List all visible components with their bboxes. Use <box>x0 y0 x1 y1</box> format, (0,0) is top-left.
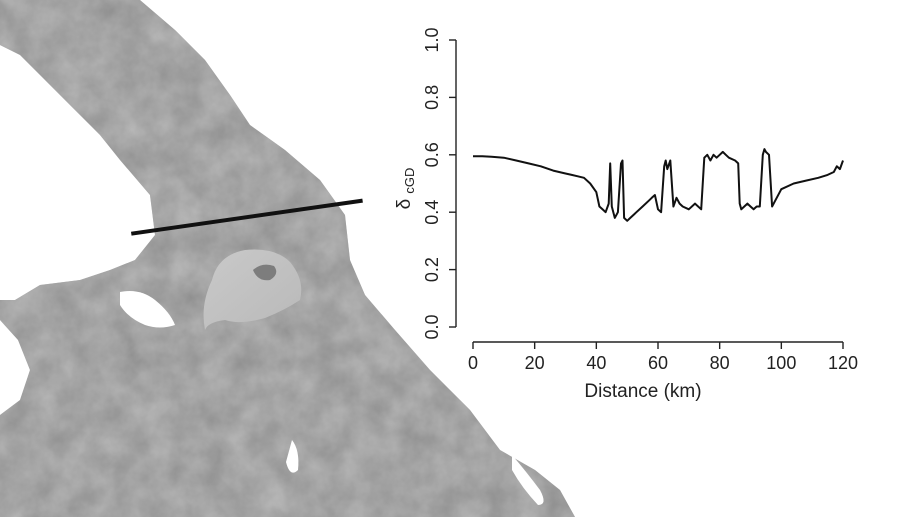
bay-west <box>120 291 175 328</box>
x-tick-label: 60 <box>648 353 668 373</box>
x-tick-label: 20 <box>525 353 545 373</box>
y-tick-label: 0.6 <box>422 142 442 167</box>
y-axis-title-main: δ <box>394 199 415 210</box>
profile-chart: 0.0 0.2 0.4 0.6 0.8 1.0 0 20 40 60 80 100 120 Dista… <box>394 27 858 402</box>
y-tick-label: 0.8 <box>422 85 442 110</box>
x-ticks: 0 20 40 60 80 100 120 <box>468 342 858 373</box>
x-tick-label: 80 <box>710 353 730 373</box>
series-line <box>473 148 844 222</box>
x-axis-title: Distance (km) <box>584 381 701 402</box>
bay-south <box>286 440 299 473</box>
y-axis-title-sub: cGD <box>402 168 417 194</box>
lake-island <box>253 264 277 281</box>
x-tick-label: 0 <box>468 353 478 373</box>
bay-east <box>512 455 544 505</box>
transect-line <box>130 198 363 236</box>
land-texture <box>0 0 575 517</box>
y-ticks: 0.0 0.2 0.4 0.6 0.8 1.0 <box>422 27 456 340</box>
x-tick-label: 100 <box>766 353 796 373</box>
x-tick-label: 40 <box>586 353 606 373</box>
y-axis-title: δ cGD <box>394 168 417 210</box>
y-tick-label: 1.0 <box>422 27 442 52</box>
y-tick-label: 0.0 <box>422 314 442 339</box>
y-tick-label: 0.4 <box>422 200 442 225</box>
lake <box>203 249 302 330</box>
x-tick-label: 120 <box>828 353 858 373</box>
y-tick-label: 0.2 <box>422 257 442 282</box>
map-panel <box>0 0 575 517</box>
